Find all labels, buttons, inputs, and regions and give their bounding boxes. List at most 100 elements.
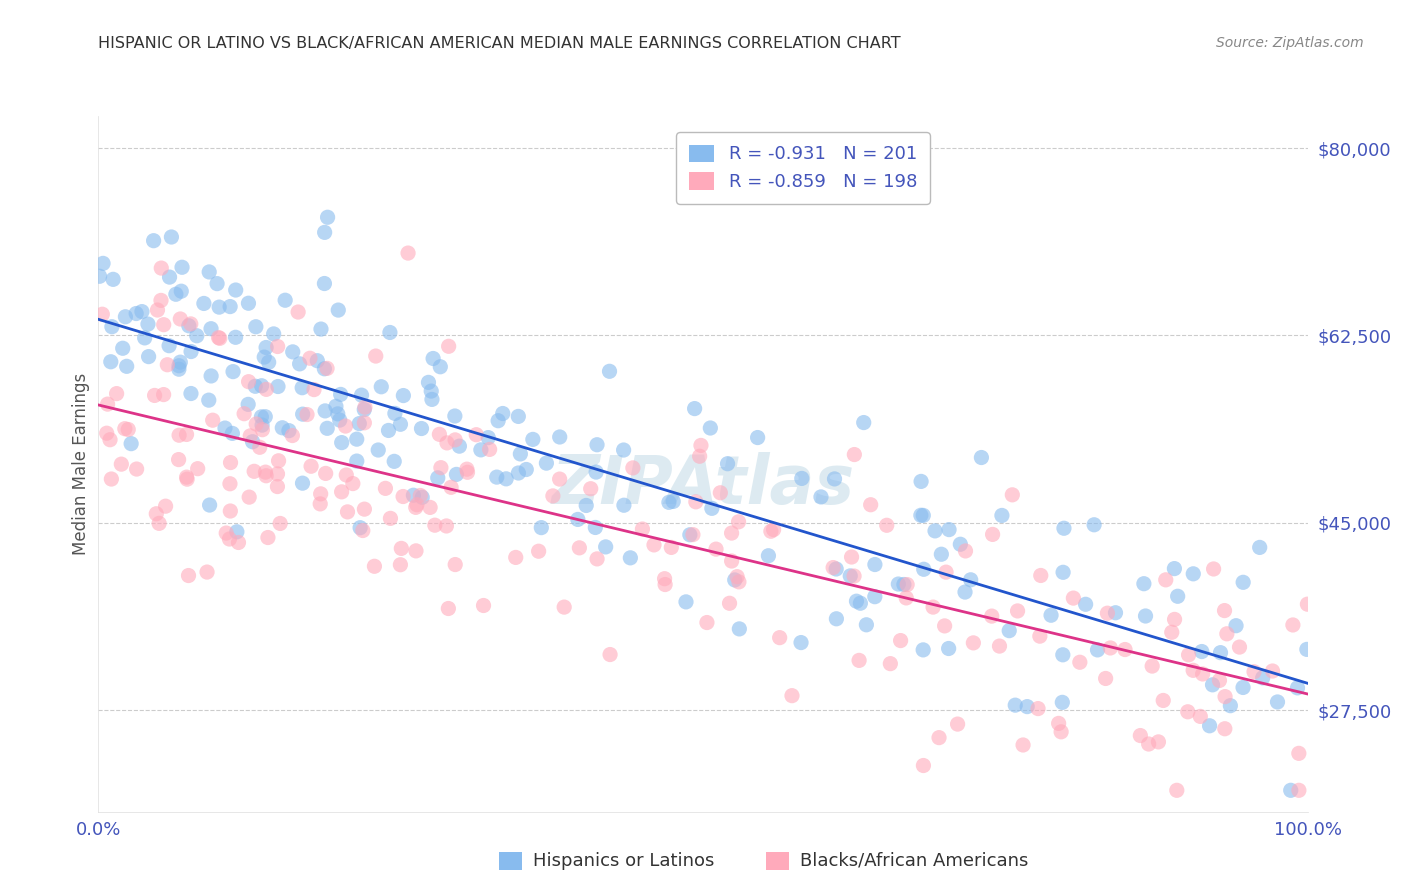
Point (924, 524, 946, 538)
Point (219, 456, 242, 470)
Point (420, 392, 443, 407)
Point (931, 547, 953, 561)
Point (1087, 643, 1109, 657)
Point (302, 383, 325, 397)
Point (508, 466, 530, 480)
Point (1182, 663, 1205, 677)
Point (131, 304, 153, 318)
Point (257, 531, 280, 545)
Point (1012, 738, 1035, 752)
Point (291, 476, 314, 491)
Point (291, 381, 314, 395)
Point (981, 527, 1004, 541)
Point (346, 454, 368, 468)
Point (585, 465, 607, 479)
Point (825, 612, 848, 626)
Point (420, 384, 443, 398)
Point (1191, 644, 1213, 658)
Point (823, 560, 845, 574)
Point (382, 454, 405, 468)
Point (295, 408, 318, 422)
Point (330, 435, 353, 450)
Point (115, 359, 138, 374)
Point (242, 434, 264, 449)
Point (863, 590, 886, 604)
Point (176, 427, 198, 442)
Text: ZIPAtlas: ZIPAtlas (551, 451, 855, 517)
Point (167, 359, 190, 373)
Point (378, 326, 401, 340)
Point (150, 261, 173, 276)
Point (96, 426, 118, 441)
Point (392, 490, 415, 504)
Point (314, 226, 336, 240)
Point (91, 256, 114, 270)
Point (370, 380, 392, 394)
Y-axis label: Median Male Earnings: Median Male Earnings (72, 373, 90, 555)
Point (527, 544, 550, 558)
Point (699, 421, 721, 435)
Point (266, 467, 288, 481)
Point (1047, 716, 1070, 731)
Point (912, 562, 935, 576)
Point (329, 387, 352, 401)
Point (910, 475, 932, 489)
Point (879, 657, 901, 671)
Point (330, 484, 353, 499)
Point (288, 357, 311, 371)
Point (619, 550, 641, 565)
Point (662, 494, 685, 508)
Point (155, 499, 177, 513)
Point (727, 515, 749, 529)
Point (1202, 562, 1225, 576)
Point (553, 600, 575, 615)
Point (762, 523, 785, 537)
Point (631, 522, 654, 536)
Point (839, 569, 862, 583)
Point (418, 376, 440, 390)
Point (219, 504, 242, 518)
Point (298, 351, 321, 366)
Point (724, 573, 747, 587)
Point (586, 552, 609, 566)
Point (145, 507, 167, 521)
Point (274, 293, 297, 308)
Point (728, 574, 751, 589)
Point (485, 470, 508, 484)
Point (859, 498, 882, 512)
Point (1052, 648, 1074, 662)
Point (1213, 722, 1236, 736)
Point (855, 617, 877, 632)
Point (1209, 646, 1232, 660)
Point (309, 497, 332, 511)
Point (222, 365, 245, 379)
Point (689, 449, 711, 463)
Point (1029, 629, 1052, 643)
Point (790, 635, 813, 649)
Point (389, 417, 412, 432)
Point (720, 526, 742, 541)
Point (423, 518, 446, 533)
Point (402, 488, 425, 502)
Point (316, 421, 339, 435)
Point (953, 585, 976, 599)
Point (938, 523, 960, 537)
Point (1026, 701, 1049, 715)
Point (281, 344, 304, 359)
Point (1232, 681, 1254, 695)
Point (477, 431, 499, 445)
Point (346, 432, 368, 446)
Point (136, 317, 159, 331)
Point (495, 472, 517, 486)
Point (245, 319, 267, 334)
Point (515, 462, 537, 476)
Point (335, 419, 357, 434)
Point (530, 520, 553, 534)
Point (152, 387, 174, 401)
Point (599, 364, 621, 378)
Point (97, 397, 120, 411)
Point (437, 601, 460, 615)
Point (219, 300, 242, 314)
Point (98, 433, 121, 447)
Point (1133, 576, 1156, 591)
